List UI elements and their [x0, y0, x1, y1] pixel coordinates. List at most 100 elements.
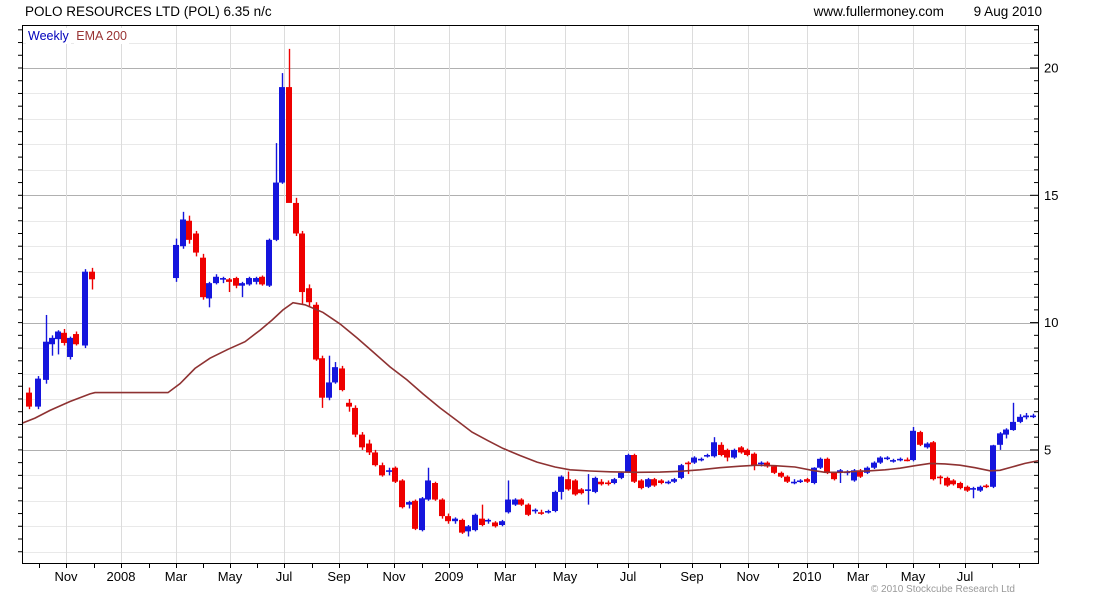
candle-down — [518, 499, 524, 505]
y-axis-label: 5 — [1044, 442, 1051, 457]
candle-up — [220, 278, 226, 280]
candle-down — [366, 443, 372, 453]
candle-down — [944, 477, 950, 486]
candle-down — [226, 279, 232, 282]
x-axis-label: Mar — [847, 569, 870, 584]
candle-up — [206, 283, 212, 299]
y-axis-label: 15 — [1044, 188, 1058, 203]
candle-down — [804, 479, 810, 482]
candle-down — [983, 485, 989, 488]
candle-up — [924, 443, 930, 448]
candle-up — [797, 480, 803, 483]
page-title: POLO RESOURCES LTD (POL) 6.35 n/c — [25, 4, 272, 19]
x-axis-label: Jul — [276, 569, 293, 584]
candle-up — [997, 433, 1003, 445]
x-axis-label: Nov — [54, 569, 78, 584]
candle-down — [346, 402, 352, 407]
plot-border — [22, 25, 1039, 564]
candle-up — [758, 462, 764, 465]
x-axis-label: Jul — [957, 569, 974, 584]
candle-down — [724, 449, 730, 458]
candle-up — [665, 481, 671, 484]
candle-up — [558, 476, 564, 492]
candle-up — [837, 470, 843, 472]
candle-up — [545, 511, 551, 513]
candle-down — [957, 482, 963, 489]
candle-up — [618, 472, 624, 478]
x-axis-label: 2008 — [107, 569, 136, 584]
candle-up — [897, 458, 903, 461]
x-axis-label: Mar — [494, 569, 517, 584]
candle-down — [572, 480, 578, 495]
candle-down — [598, 481, 604, 485]
candle-up — [253, 278, 259, 282]
candle-up — [35, 378, 41, 407]
candle-up — [43, 341, 49, 380]
candle-up — [1017, 416, 1023, 422]
candle-up — [884, 457, 890, 460]
candle-up — [386, 470, 392, 472]
candle-down — [89, 271, 95, 280]
candle-up — [990, 445, 996, 487]
candle-down — [233, 278, 239, 286]
candle-up — [1030, 415, 1036, 418]
candle-down — [445, 516, 451, 522]
candle-down — [439, 499, 445, 517]
candle-up — [851, 470, 857, 481]
candle-down — [299, 233, 305, 293]
x-axis-label: May — [218, 569, 243, 584]
ema-line — [21, 301, 1039, 474]
candle-up — [266, 239, 272, 286]
candle-down — [200, 257, 206, 298]
x-axis-label: Nov — [382, 569, 406, 584]
x-axis-label: May — [901, 569, 926, 584]
candle-up — [332, 367, 338, 383]
legend-weekly-label: Weekly — [26, 28, 71, 44]
candle-down — [784, 476, 790, 482]
candle-up — [173, 244, 179, 279]
date-label: 9 Aug 2010 — [973, 4, 1042, 19]
candle-down — [831, 472, 837, 480]
x-axis-label: Sep — [327, 569, 350, 584]
candle-down — [412, 500, 418, 529]
candle-down — [565, 479, 571, 490]
candle-down — [917, 432, 923, 445]
candle-up — [239, 283, 245, 286]
candle-up — [910, 430, 916, 461]
candle-up — [82, 271, 88, 346]
candle-up — [406, 502, 412, 505]
x-axis-label: Jul — [620, 569, 637, 584]
candle-up — [532, 509, 538, 512]
candle-up — [970, 488, 976, 490]
x-axis-label: Mar — [165, 569, 188, 584]
candle-down — [778, 472, 784, 477]
candle-up — [817, 458, 823, 468]
candle-up — [731, 449, 737, 458]
candle-up — [326, 382, 332, 398]
candle-down — [718, 444, 724, 455]
candle-up — [213, 276, 219, 284]
copyright-label: © 2010 Stockcube Research Ltd — [870, 584, 1015, 595]
candle-up — [425, 480, 431, 500]
candle-down — [313, 304, 319, 360]
candle-up — [671, 479, 677, 482]
candle-up — [67, 337, 73, 357]
candle-down — [186, 220, 192, 240]
candle-down — [904, 459, 910, 462]
candle-down — [432, 482, 438, 500]
candle-up — [246, 278, 252, 285]
candle-down — [658, 480, 664, 483]
candle-down — [764, 462, 770, 467]
candle-down — [286, 87, 292, 203]
candle-down — [771, 466, 777, 473]
candle-up — [279, 87, 285, 183]
candle-up — [512, 499, 518, 505]
candle-up — [273, 182, 279, 240]
candle-down — [638, 480, 644, 489]
candle-down — [399, 480, 405, 508]
candle-up — [1010, 421, 1016, 431]
candle-down — [578, 489, 584, 494]
candle-up — [49, 337, 55, 345]
